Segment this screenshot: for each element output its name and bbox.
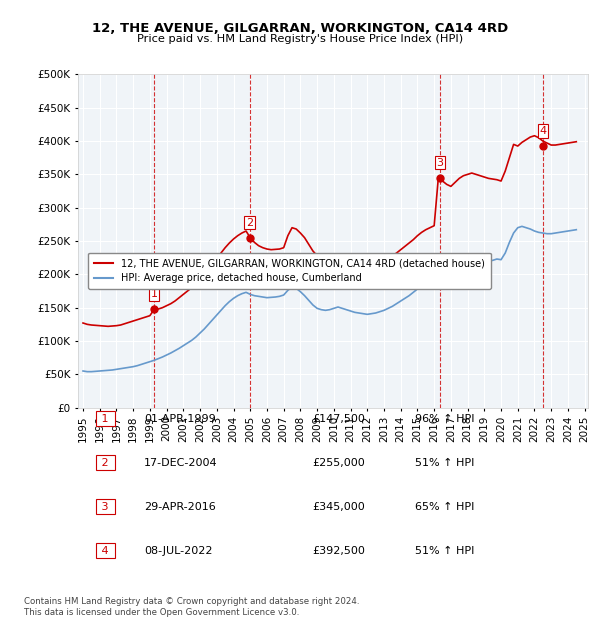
Text: £345,000: £345,000 <box>313 502 365 512</box>
Text: 51% ↑ HPI: 51% ↑ HPI <box>415 546 474 556</box>
Text: 65% ↑ HPI: 65% ↑ HPI <box>415 502 474 512</box>
Text: 17-DEC-2004: 17-DEC-2004 <box>145 458 218 467</box>
Text: £392,500: £392,500 <box>313 546 365 556</box>
Text: 3: 3 <box>98 502 112 512</box>
Text: 12, THE AVENUE, GILGARRAN, WORKINGTON, CA14 4RD: 12, THE AVENUE, GILGARRAN, WORKINGTON, C… <box>92 22 508 35</box>
Text: 29-APR-2016: 29-APR-2016 <box>145 502 216 512</box>
Text: 51% ↑ HPI: 51% ↑ HPI <box>415 458 474 467</box>
Text: 2: 2 <box>246 218 253 228</box>
Text: 3: 3 <box>436 157 443 167</box>
Text: 4: 4 <box>98 546 113 556</box>
Legend: 12, THE AVENUE, GILGARRAN, WORKINGTON, CA14 4RD (detached house), HPI: Average p: 12, THE AVENUE, GILGARRAN, WORKINGTON, C… <box>88 252 491 289</box>
Text: 96% ↑ HPI: 96% ↑ HPI <box>415 414 474 423</box>
Text: 2: 2 <box>98 458 113 467</box>
Text: 1: 1 <box>98 414 112 423</box>
Text: £255,000: £255,000 <box>313 458 365 467</box>
Text: 08-JUL-2022: 08-JUL-2022 <box>145 546 213 556</box>
Text: 1: 1 <box>151 290 158 299</box>
Text: 4: 4 <box>539 126 547 136</box>
Text: Price paid vs. HM Land Registry's House Price Index (HPI): Price paid vs. HM Land Registry's House … <box>137 34 463 44</box>
Text: 01-APR-1999: 01-APR-1999 <box>145 414 216 423</box>
Text: £147,500: £147,500 <box>313 414 365 423</box>
Text: Contains HM Land Registry data © Crown copyright and database right 2024.
This d: Contains HM Land Registry data © Crown c… <box>24 598 359 617</box>
